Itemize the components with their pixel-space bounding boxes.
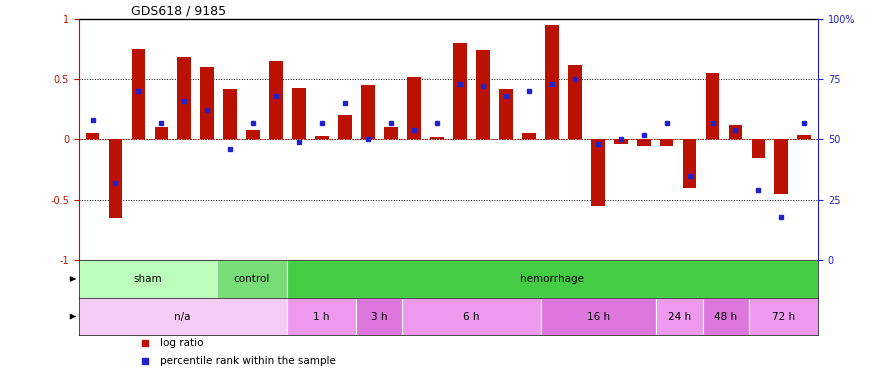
- Bar: [223, 89, 237, 140]
- Bar: [637, 140, 650, 146]
- Bar: [591, 140, 605, 206]
- Bar: [356, 298, 403, 335]
- Bar: [217, 260, 287, 298]
- Bar: [545, 25, 558, 140]
- Bar: [729, 125, 742, 140]
- Bar: [703, 298, 749, 335]
- Bar: [797, 135, 811, 140]
- Text: 6 h: 6 h: [463, 312, 480, 321]
- Bar: [499, 89, 513, 140]
- Text: 1 h: 1 h: [313, 312, 330, 321]
- Bar: [287, 298, 356, 335]
- Bar: [131, 49, 145, 140]
- Bar: [613, 140, 627, 144]
- Text: hemorrhage: hemorrhage: [521, 274, 584, 284]
- Bar: [315, 136, 329, 140]
- Bar: [522, 134, 536, 140]
- Bar: [200, 67, 214, 140]
- Bar: [339, 116, 352, 140]
- Bar: [705, 73, 719, 140]
- Text: log ratio: log ratio: [160, 338, 204, 348]
- Bar: [402, 298, 541, 335]
- Bar: [660, 140, 674, 146]
- Text: percentile rank within the sample: percentile rank within the sample: [160, 356, 336, 366]
- Bar: [453, 43, 466, 140]
- Bar: [292, 87, 306, 140]
- Bar: [541, 298, 656, 335]
- Bar: [476, 50, 490, 140]
- Text: 48 h: 48 h: [714, 312, 738, 321]
- Text: GDS618 / 9185: GDS618 / 9185: [130, 4, 226, 18]
- Bar: [749, 298, 818, 335]
- Bar: [752, 140, 766, 158]
- Bar: [430, 137, 444, 140]
- Bar: [384, 128, 398, 140]
- Text: sham: sham: [134, 274, 163, 284]
- Bar: [247, 130, 260, 140]
- Bar: [86, 134, 100, 140]
- Bar: [407, 77, 421, 140]
- Bar: [178, 57, 192, 140]
- Bar: [656, 298, 703, 335]
- Bar: [270, 61, 284, 140]
- Text: 16 h: 16 h: [587, 312, 610, 321]
- Bar: [79, 298, 287, 335]
- Bar: [682, 140, 696, 188]
- Bar: [361, 85, 375, 140]
- Text: control: control: [234, 274, 270, 284]
- Bar: [568, 64, 582, 140]
- Bar: [155, 128, 168, 140]
- Bar: [79, 260, 217, 298]
- Text: 3 h: 3 h: [371, 312, 388, 321]
- Text: n/a: n/a: [174, 312, 191, 321]
- Text: 24 h: 24 h: [668, 312, 691, 321]
- Text: 72 h: 72 h: [772, 312, 795, 321]
- Bar: [287, 260, 818, 298]
- Bar: [108, 140, 123, 218]
- Bar: [774, 140, 788, 194]
